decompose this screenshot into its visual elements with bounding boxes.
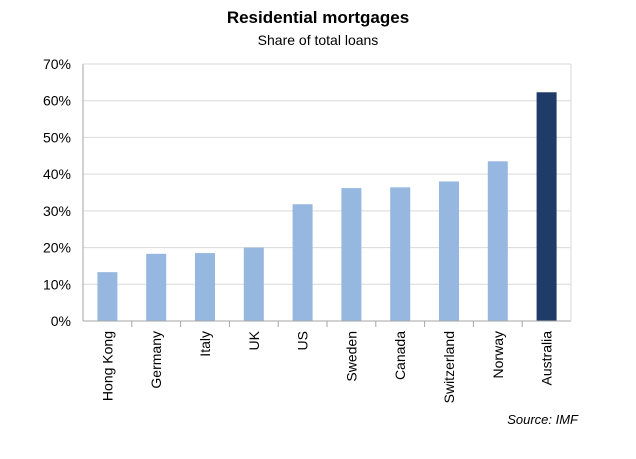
x-tick-label: Australia (539, 331, 555, 386)
bar-hong-kong (97, 272, 118, 321)
x-tick-label: UK (246, 330, 262, 350)
chart-subtitle: Share of total loans (257, 32, 379, 48)
bar-germany (146, 253, 167, 321)
axes (82, 63, 572, 327)
y-tick-label: 50% (43, 129, 71, 145)
bars (97, 92, 557, 322)
y-tick-label: 10% (43, 276, 71, 292)
bar-italy (195, 253, 215, 321)
chart-title: Residential mortgages (226, 8, 410, 27)
x-tick-label: Norway (490, 331, 506, 378)
y-tick-label: 60% (43, 93, 71, 109)
y-tick-labels: 0% 10% 20% 30% 40% 50% 60% 70% (43, 56, 71, 329)
bar-canada (390, 187, 411, 321)
x-tick-label: Germany (148, 331, 164, 389)
x-tick-label: Switzerland (441, 331, 457, 403)
bar-norway (487, 161, 508, 321)
bar-sweden (341, 188, 362, 321)
source-note: Source: IMF (507, 412, 578, 427)
x-tick-labels: Hong Kong Germany Italy UK US Sweden Canada Swi… (99, 330, 554, 403)
y-tick-label: 70% (43, 56, 71, 72)
x-tick-label: US (295, 331, 311, 350)
y-tick-label: 40% (43, 166, 71, 182)
y-tick-label: 30% (43, 203, 71, 219)
x-tick-label: Hong Kong (99, 331, 115, 401)
x-tick-label: Italy (197, 331, 213, 357)
y-tick-label: 20% (43, 240, 71, 256)
x-tick-label: Canada (392, 331, 408, 380)
x-tick-label: Sweden (343, 331, 359, 382)
y-tick-label: 0% (51, 313, 71, 329)
bar-australia (536, 92, 557, 322)
bar-uk (243, 247, 264, 321)
bar-us (292, 204, 313, 321)
bar-switzerland (439, 181, 459, 321)
